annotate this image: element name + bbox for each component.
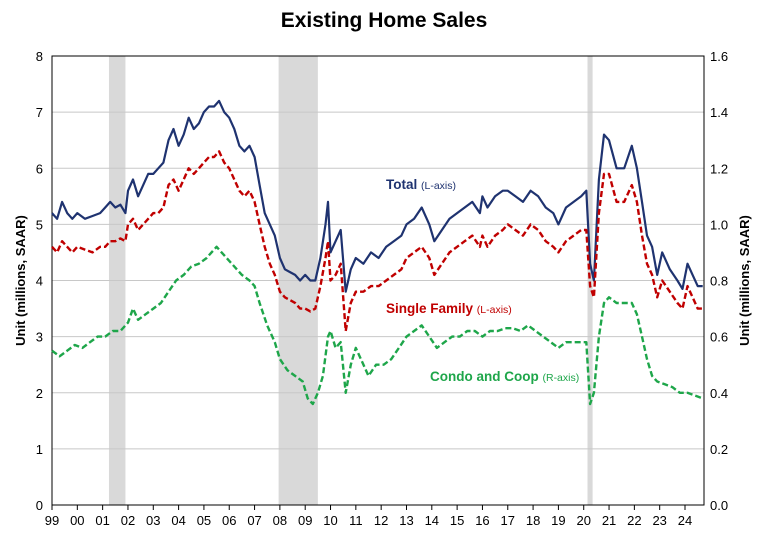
single-family-label: Single Family (L-axis) (386, 301, 512, 316)
x-tick-label: 17 (501, 513, 515, 528)
total-label-name: Total (386, 177, 421, 192)
y-left-axis-title: Unit (millions, SAAR) (13, 215, 28, 346)
y-right-tick-label: 1.6 (710, 49, 728, 64)
condo-coop-line (51, 245, 704, 406)
x-tick-label: 08 (273, 513, 287, 528)
y-right-tick-label: 0.0 (710, 498, 728, 513)
y-left-tick-label: 6 (36, 161, 43, 176)
x-tick-label: 16 (475, 513, 489, 528)
y-left-tick-label: 8 (36, 49, 43, 64)
x-tick-label: 23 (652, 513, 666, 528)
condo-coop-label-name: Condo and Coop (430, 369, 542, 384)
x-tick-label: 21 (602, 513, 616, 528)
x-tick-label: 11 (349, 513, 363, 528)
x-tick-label: 00 (70, 513, 84, 528)
condo-coop-label-axis-note: (R-axis) (542, 372, 579, 384)
y-left-tick-label: 5 (36, 217, 43, 232)
x-tick-label: 18 (526, 513, 540, 528)
x-tick-label: 14 (425, 513, 439, 528)
y-right-tick-label: 1.4 (710, 105, 728, 120)
x-tick-label: 13 (399, 513, 413, 528)
y-right-axis-title: Unit (millions, SAAR) (737, 215, 752, 346)
x-tick-label: 04 (171, 513, 185, 528)
plot-frame (51, 55, 705, 506)
condo-coop-label: Condo and Coop (R-axis) (430, 369, 579, 384)
total-label: Total (L-axis) (386, 177, 456, 192)
x-tick-label: 06 (222, 513, 236, 528)
y-left-tick-label: 2 (36, 386, 43, 401)
y-left-tick-label: 7 (36, 105, 43, 120)
y-right-tick-label: 0.6 (710, 330, 728, 345)
y-left-tick-label: 0 (36, 498, 43, 513)
chart-title: Existing Home Sales (280, 9, 488, 32)
x-tick-label: 19 (551, 513, 565, 528)
single-family-line (51, 150, 703, 333)
x-tick-label: 20 (576, 513, 590, 528)
x-tick-label: 15 (450, 513, 464, 528)
y-right-tick-label: 0.4 (710, 386, 728, 401)
single-family-label-axis-note: (L-axis) (477, 304, 512, 316)
x-tick-label: 05 (197, 513, 211, 528)
x-tick-label: 99 (45, 513, 59, 528)
y-left-tick-label: 1 (36, 442, 43, 457)
x-tick-label: 10 (323, 513, 337, 528)
y-right-tick-label: 1.0 (710, 217, 728, 232)
x-tick-label: 03 (146, 513, 160, 528)
y-left-tick-label: 3 (36, 330, 43, 345)
y-right-tick-label: 0.2 (710, 442, 728, 457)
total-line (51, 99, 703, 293)
y-left-tick-label: 4 (36, 274, 43, 289)
x-tick-label: 07 (247, 513, 261, 528)
x-tick-label: 09 (298, 513, 312, 528)
x-tick-label: 01 (95, 513, 109, 528)
x-tick-label: 02 (121, 513, 135, 528)
x-tick-label: 22 (627, 513, 641, 528)
x-tick-label: 24 (678, 513, 692, 528)
y-right-tick-label: 1.2 (710, 161, 728, 176)
y-right-tick-label: 0.8 (710, 274, 728, 289)
total-label-axis-note: (L-axis) (421, 180, 456, 192)
x-tick-label: 12 (374, 513, 388, 528)
single-family-label-name: Single Family (386, 301, 477, 316)
